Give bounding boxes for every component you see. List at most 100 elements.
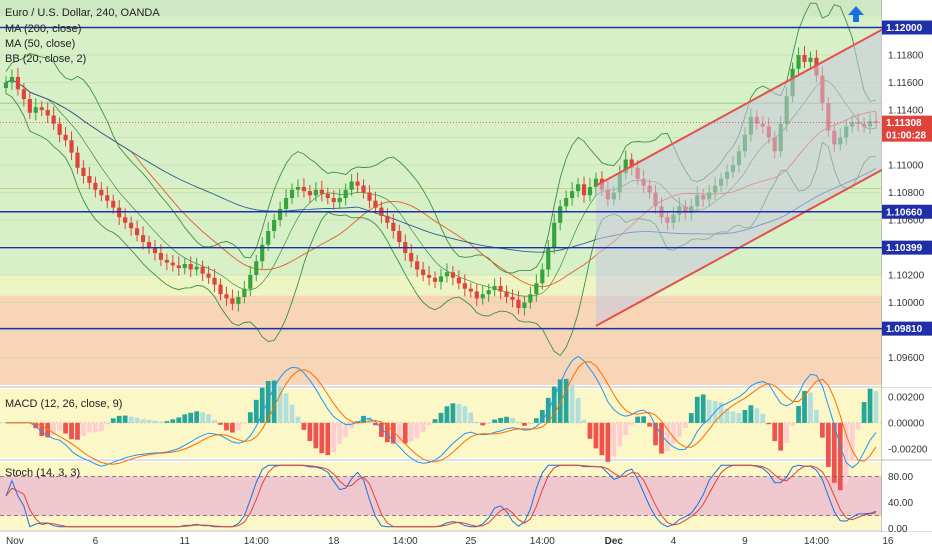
time-tick-label: 14:00 [244,536,269,547]
macd-bar [629,422,635,425]
candle [194,266,199,270]
macd-bar [784,422,790,443]
macd-bar [301,422,307,430]
candle [140,235,146,242]
macd-line [6,355,877,469]
candle [373,200,378,208]
macd-bar [390,422,396,444]
macd-bar [790,422,795,426]
candle [99,189,104,196]
macd-bar [557,379,563,423]
macd-bar [671,422,676,444]
macd-bar [57,422,62,431]
macd-bar [432,419,438,423]
macd-axis-bg [882,388,932,459]
macd-bar [69,422,74,440]
price-tick-label: 1.10600 [888,216,925,227]
macd-tick-label: 0.00200 [888,392,925,403]
stoch-band [0,476,882,516]
candle [349,181,354,190]
macd-bar [349,422,354,429]
macd-bar [748,405,754,423]
candle [39,107,44,110]
candle [391,222,396,231]
candle [242,288,247,297]
macd-bar [438,412,444,423]
macd-bar [319,422,325,454]
macd-bar [128,416,134,423]
candle [367,192,372,201]
macd-bar [176,417,182,423]
candle [57,123,62,135]
macd-bar [81,422,86,437]
macd-bar [253,399,259,423]
macd-bar [456,403,462,423]
macd-bar [396,422,402,443]
time-axis-bg [0,532,932,550]
macd-bar [814,409,819,423]
macd-bar [283,393,289,423]
candle [409,253,414,262]
candle [176,265,181,269]
macd-bar [873,391,879,423]
macd-bar [665,422,670,451]
macd-bar [122,415,128,423]
candle [21,89,26,99]
macd-bar [593,422,599,449]
candle [170,262,175,266]
candle [182,264,187,269]
time-tick-label: 6 [93,536,99,547]
macd-bar [98,422,104,432]
time-tick-label: 14:00 [393,536,418,547]
macd-bar [539,410,545,423]
candle [45,110,50,116]
candle [343,189,348,198]
time-tick-label: 16 [882,536,894,547]
macd-bar [343,422,349,438]
macd-bar [778,422,784,451]
candle [93,182,98,190]
macd-bar [230,422,235,433]
candle [319,189,324,194]
macd-bar [426,422,432,426]
macd-bar [825,422,831,467]
price-zone-top [0,0,882,17]
macd-bar [855,422,861,430]
macd-bar [337,422,343,444]
macd-bar [444,406,450,423]
macd-bar [247,412,253,423]
candle [260,244,265,262]
macd-bar [766,422,772,425]
candle [15,77,20,90]
macd-bar [379,422,384,437]
level-tag [882,204,932,219]
candle [558,206,563,223]
macd-bar [528,422,533,425]
candle [3,82,9,88]
candle [224,294,229,299]
macd-bar [796,406,801,423]
stoch-tick-label: 0.00 [888,524,908,535]
candle [623,159,628,174]
macd-bar [468,412,474,423]
macd-bar [504,416,509,423]
macd-bar [134,417,140,423]
time-tick-label: Dec [605,536,624,547]
candle [230,298,235,304]
macd-bar [170,419,176,423]
time-tick-label: 4 [671,536,677,547]
macd-bar [808,392,813,423]
macd-bar [682,422,688,428]
macd-bar [271,380,277,423]
macd-bar [75,422,80,440]
candle [534,283,539,295]
macd-bar [635,416,641,423]
candle [331,198,336,203]
macd-bar [718,402,724,423]
candle [570,191,575,198]
candle [123,217,128,223]
macd-bar [182,414,188,423]
macd-bar [867,388,873,423]
macd-tick-label: 0.00000 [888,418,925,429]
